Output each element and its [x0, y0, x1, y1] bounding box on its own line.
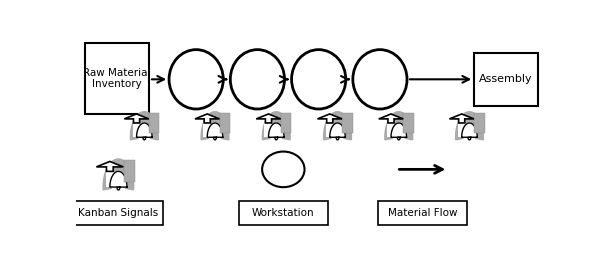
Text: Kanban Signals: Kanban Signals: [78, 208, 159, 218]
FancyBboxPatch shape: [238, 201, 328, 225]
Polygon shape: [474, 113, 485, 133]
Polygon shape: [203, 123, 211, 137]
FancyBboxPatch shape: [85, 43, 149, 114]
Polygon shape: [123, 160, 135, 182]
Ellipse shape: [292, 50, 346, 109]
Ellipse shape: [353, 50, 407, 109]
Polygon shape: [391, 123, 407, 140]
Polygon shape: [256, 114, 281, 123]
Polygon shape: [323, 112, 351, 140]
Polygon shape: [219, 113, 230, 133]
Polygon shape: [110, 171, 127, 190]
Polygon shape: [458, 123, 466, 137]
Polygon shape: [387, 123, 395, 137]
Polygon shape: [106, 172, 114, 187]
Polygon shape: [263, 112, 290, 140]
Ellipse shape: [262, 152, 305, 187]
Ellipse shape: [169, 50, 223, 109]
Polygon shape: [269, 123, 284, 140]
Polygon shape: [207, 123, 223, 140]
Ellipse shape: [230, 50, 285, 109]
Polygon shape: [449, 114, 474, 123]
Polygon shape: [131, 112, 158, 140]
Polygon shape: [149, 113, 159, 133]
FancyBboxPatch shape: [474, 53, 538, 106]
FancyBboxPatch shape: [378, 201, 467, 225]
Text: Raw Material
Inventory: Raw Material Inventory: [83, 68, 151, 89]
Polygon shape: [281, 113, 291, 133]
Polygon shape: [103, 159, 134, 190]
Polygon shape: [195, 114, 219, 123]
Polygon shape: [124, 114, 149, 123]
Polygon shape: [385, 112, 413, 140]
Polygon shape: [133, 123, 140, 137]
Polygon shape: [461, 123, 477, 140]
Text: Material Flow: Material Flow: [387, 208, 457, 218]
FancyBboxPatch shape: [74, 201, 163, 225]
Polygon shape: [404, 113, 414, 133]
Polygon shape: [97, 161, 123, 171]
Polygon shape: [342, 113, 353, 133]
Polygon shape: [264, 123, 272, 137]
Text: Workstation: Workstation: [252, 208, 315, 218]
Polygon shape: [379, 114, 403, 123]
Polygon shape: [317, 114, 342, 123]
Polygon shape: [326, 123, 334, 137]
Polygon shape: [201, 112, 229, 140]
Polygon shape: [137, 123, 152, 140]
Text: Assembly: Assembly: [479, 74, 533, 84]
Polygon shape: [330, 123, 345, 140]
Polygon shape: [455, 112, 483, 140]
